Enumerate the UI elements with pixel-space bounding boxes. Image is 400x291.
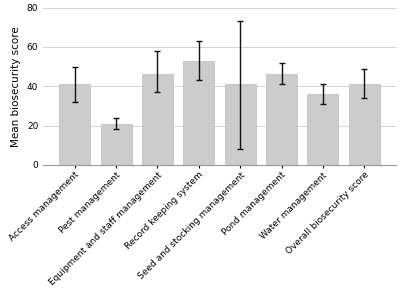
- Bar: [308, 94, 338, 165]
- Bar: [142, 74, 173, 165]
- Bar: [225, 84, 256, 165]
- Y-axis label: Mean biosecurity score: Mean biosecurity score: [11, 26, 21, 147]
- Bar: [59, 84, 90, 165]
- Bar: [349, 84, 380, 165]
- Bar: [100, 124, 132, 165]
- Bar: [183, 61, 214, 165]
- Bar: [266, 74, 297, 165]
